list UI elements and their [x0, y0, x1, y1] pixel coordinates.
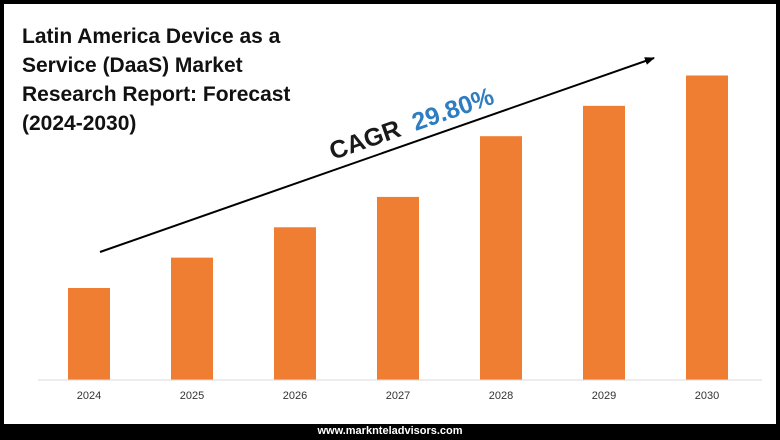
footer-band: [0, 424, 780, 440]
bar-2030: [686, 75, 728, 380]
bar-2026: [274, 227, 316, 380]
x-tick-label-2029: 2029: [592, 390, 616, 402]
x-tick-label-2026: 2026: [283, 390, 307, 402]
bars-group: [68, 75, 728, 380]
bar-2028: [480, 136, 522, 380]
footer-url[interactable]: www.marknteladvisors.com: [317, 425, 463, 437]
bar-2025: [171, 257, 213, 380]
growth-arrow: [99, 57, 655, 253]
bar-2029: [583, 105, 625, 380]
x-tick-label-2030: 2030: [695, 390, 719, 402]
x-tick-label-2025: 2025: [180, 390, 204, 402]
chart-title: Latin America Device as a Service (DaaS)…: [22, 22, 322, 138]
title-line-2: Service (DaaS) Market: [22, 54, 243, 77]
x-tick-label-2024: 2024: [77, 390, 101, 402]
x-tick-label-2027: 2027: [386, 390, 410, 402]
x-tick-labels: 2024 2025 2026 2027 2028 2029 2030: [77, 390, 719, 402]
title-line-1: Latin America Device as a: [22, 25, 281, 48]
x-tick-label-2028: 2028: [489, 390, 513, 402]
title-line-4: (2024-2030): [22, 112, 137, 135]
bar-2024: [68, 288, 110, 380]
title-line-3: Research Report: Forecast: [22, 83, 291, 106]
cagr-label: CAGR: [326, 115, 405, 166]
bar-2027: [377, 196, 419, 380]
cagr-annotation: CAGR 29.80%: [326, 82, 498, 165]
